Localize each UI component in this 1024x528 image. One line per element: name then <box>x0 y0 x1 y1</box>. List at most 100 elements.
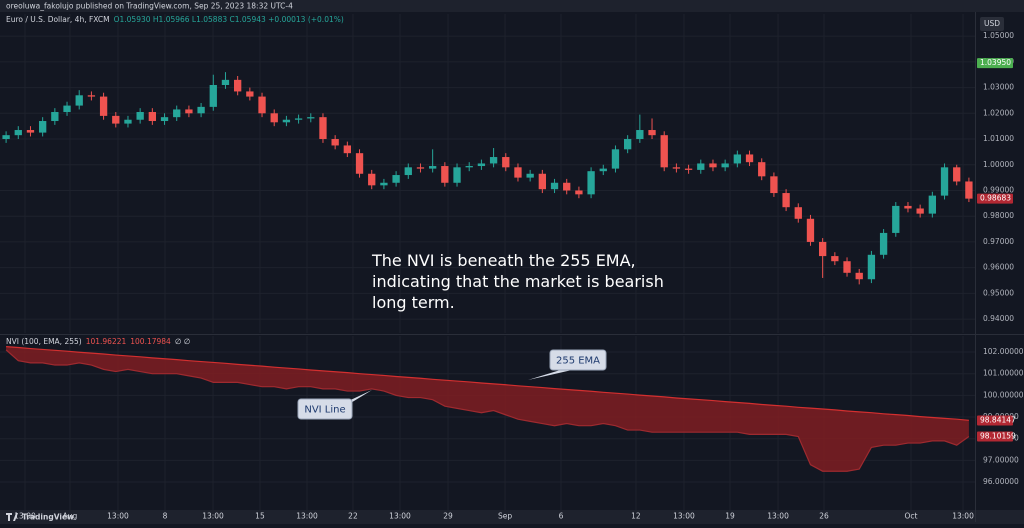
y-tick-label: 1.05000 <box>983 31 1014 40</box>
candle-body <box>429 166 437 169</box>
candle-body <box>611 149 620 169</box>
candle-body <box>331 139 339 146</box>
indicator-title: NVI (100, EMA, 255) <box>6 337 82 346</box>
candle-body <box>965 181 973 199</box>
callout-box <box>549 349 607 371</box>
candle-body <box>538 173 546 190</box>
candle-body <box>343 145 351 154</box>
candle-body <box>270 113 278 123</box>
top-bar <box>0 0 1024 12</box>
candle-body <box>624 139 632 150</box>
x-tick-label: 22 <box>348 512 358 521</box>
candle-body <box>940 167 949 196</box>
price-badge-label: 98.84147 <box>980 415 1016 424</box>
candle-body <box>745 154 754 163</box>
y-tick-label: 0.98000 <box>983 211 1014 220</box>
candle-body <box>14 130 22 136</box>
candle-body <box>294 118 303 120</box>
price-badge-label: 1.03950 <box>980 58 1011 67</box>
candle-body <box>477 163 486 167</box>
candle-body <box>319 117 327 140</box>
candle-body <box>575 190 583 195</box>
series-label: NVI Line <box>304 405 345 416</box>
candle-body <box>684 168 693 170</box>
candle-body <box>758 162 766 177</box>
candle-body <box>892 205 900 233</box>
candle-body <box>173 109 181 118</box>
candle-body <box>819 241 827 257</box>
series-label: 255 EMA <box>556 356 600 367</box>
candle-body <box>392 175 400 183</box>
candle-body <box>953 167 961 182</box>
y-tick-label: 0.99000 <box>983 185 1014 194</box>
x-tick-label: 13:00 <box>389 512 411 521</box>
candle-body <box>234 79 242 92</box>
candle-body <box>794 207 802 219</box>
candle-body <box>148 112 156 122</box>
candle-body <box>355 153 364 174</box>
x-tick-label: 26 <box>819 512 829 521</box>
x-tick-label: 13:00 <box>107 512 129 521</box>
candle-body <box>916 208 924 214</box>
indicator-extra: ∅ ∅ <box>175 337 190 346</box>
candle-body <box>99 96 108 116</box>
price-badge <box>977 193 1013 204</box>
x-tick-label: 13:00 <box>296 512 318 521</box>
y-tick-label: 0.96000 <box>983 263 1014 272</box>
pane-legend: Euro / U.S. Dollar, 4h, FXCM O1.05930 H1.… <box>6 15 344 24</box>
candle-body <box>489 157 498 164</box>
x-tick-label: Sep <box>498 512 512 521</box>
candle-body <box>185 109 193 114</box>
x-tick-label: Oct <box>905 512 918 521</box>
candle-body <box>209 85 217 107</box>
callout-box <box>297 398 353 420</box>
x-tick-label: 13:00 <box>202 512 224 521</box>
price-badge-label: 98.10159 <box>980 432 1016 441</box>
x-tick-label: 12 <box>631 512 641 521</box>
candle-body <box>307 117 315 119</box>
candle-body <box>51 112 59 122</box>
candle-body <box>843 261 851 273</box>
candle-body <box>26 130 35 133</box>
candle-body <box>282 119 291 123</box>
symbol-title: Euro / U.S. Dollar, 4h, FXCM <box>6 15 110 24</box>
candle-body <box>63 105 71 113</box>
currency-box[interactable] <box>980 17 1004 31</box>
price-badge <box>977 431 1013 442</box>
x-tick-label: 6 <box>559 512 564 521</box>
candle-body <box>404 167 412 176</box>
x-tick-label: 8 <box>163 512 168 521</box>
y-tick-label: 0.95000 <box>983 288 1014 297</box>
indicator-value: 100.17984 <box>130 337 171 346</box>
candle-body <box>441 166 449 183</box>
candle-body <box>416 167 425 169</box>
candle-body <box>112 115 120 124</box>
y-tick-label: 1.00000 <box>983 160 1014 169</box>
candle-body <box>514 167 522 178</box>
candle-body <box>904 205 912 209</box>
pane-legend: NVI (100, EMA, 255) 101.96221 100.17984 ∅ ∅ <box>6 337 190 346</box>
series-line <box>6 346 969 421</box>
x-tick-label: 29 <box>443 512 453 521</box>
publisher: oreoluwa_fakolujo published on TradingVi… <box>6 2 293 11</box>
y-tick-label: 0.97000 <box>983 237 1014 246</box>
y-tick-label: 102.00000 <box>983 347 1024 356</box>
callout-pointer <box>528 368 581 380</box>
price-badge <box>977 58 1013 69</box>
candle-body <box>855 272 863 280</box>
candle-body <box>599 168 607 172</box>
candle-body <box>770 176 778 194</box>
y-tick-label: 0.94000 <box>983 314 1014 323</box>
candle-body <box>709 163 717 168</box>
x-tick-label: 19 <box>725 512 735 521</box>
footer: TradingView <box>22 513 74 522</box>
x-tick-label: 13:00 <box>952 512 974 521</box>
candle-body <box>697 163 705 170</box>
y-tick-label: 1.03000 <box>983 83 1014 92</box>
annotation: The NVI is beneath the 255 EMA, indicati… <box>372 251 664 312</box>
candle-body <box>660 135 668 168</box>
y-tick-label: 97.00000 <box>983 455 1019 464</box>
candle-body <box>197 106 205 114</box>
